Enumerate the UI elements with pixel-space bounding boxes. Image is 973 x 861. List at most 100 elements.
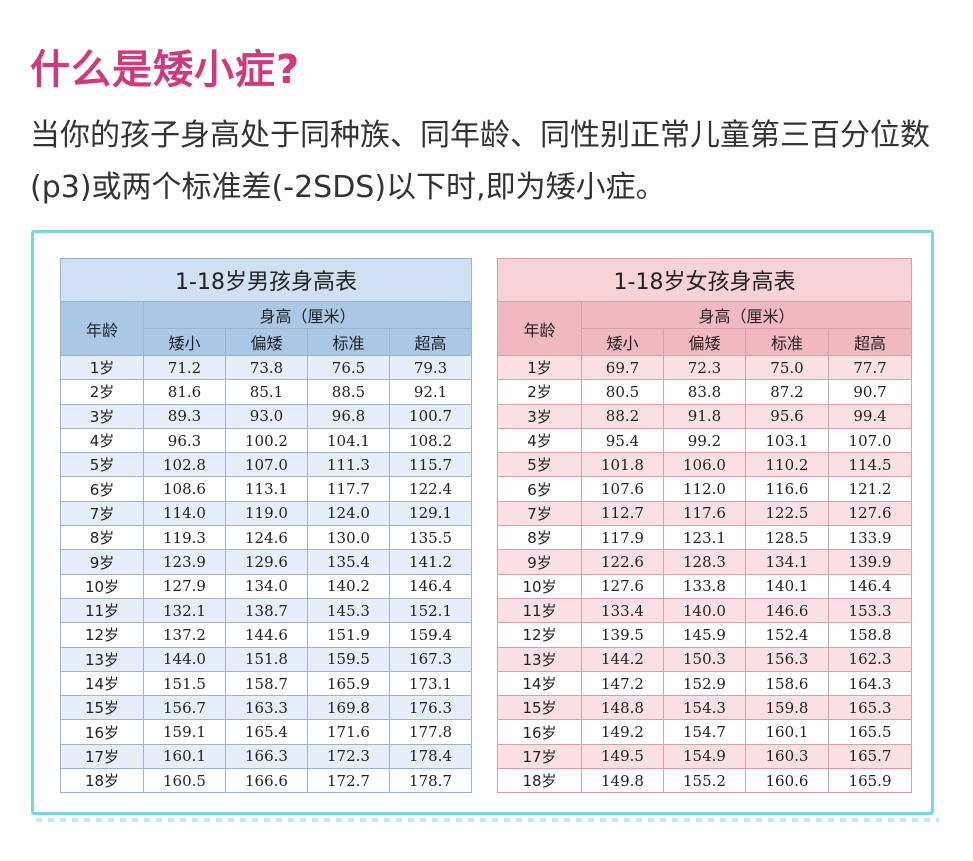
table-row: 4岁 96.3 100.2 104.1 108.2 xyxy=(60,427,473,454)
height-cell: 101.8 xyxy=(581,452,664,478)
height-cell: 99.2 xyxy=(663,427,746,454)
table-row: 12岁 137.2 144.6 151.9 159.4 xyxy=(60,622,473,648)
table-row: 18岁 160.5 166.6 172.7 178.7 xyxy=(60,768,473,794)
table-row: 18岁 149.8 155.2 160.6 165.9 xyxy=(497,768,913,794)
age-cell: 11岁 xyxy=(60,597,144,624)
height-cell: 167.3 xyxy=(388,646,473,672)
height-cell: 166.3 xyxy=(225,743,308,770)
height-cell: 127.6 xyxy=(581,573,664,599)
girls-height-table: 1-18岁女孩身高表 年龄 身高（厘米） 矮小 偏矮 标准 超高 1岁 69.7 7… xyxy=(496,258,913,794)
height-cell: 145.3 xyxy=(307,597,390,624)
height-cell: 177.8 xyxy=(388,719,473,745)
age-cell: 3岁 xyxy=(60,403,144,429)
height-cell: 108.6 xyxy=(143,476,226,502)
table-row: 8岁 119.3 124.6 130.0 135.5 xyxy=(60,525,473,551)
height-cell: 73.8 xyxy=(225,354,308,381)
height-cell: 149.2 xyxy=(581,719,664,745)
height-cell: 146.6 xyxy=(745,597,829,624)
height-cell: 165.5 xyxy=(827,719,913,745)
height-cell: 159.5 xyxy=(307,646,390,672)
table-row: 13岁 144.0 151.8 159.5 167.3 xyxy=(60,646,473,672)
age-cell: 16岁 xyxy=(60,719,144,745)
age-cell: 1岁 xyxy=(497,354,582,381)
age-cell: 4岁 xyxy=(60,427,144,454)
table-row: 9岁 122.6 128.3 134.1 139.9 xyxy=(497,549,913,575)
height-cell: 80.5 xyxy=(581,379,664,405)
height-cell: 128.5 xyxy=(745,525,829,551)
height-cell: 121.2 xyxy=(827,476,913,502)
height-cell: 158.8 xyxy=(827,622,913,648)
height-cell: 160.1 xyxy=(143,743,226,770)
table-row: 3岁 88.2 91.8 95.6 99.4 xyxy=(497,403,913,429)
age-cell: 17岁 xyxy=(60,743,144,770)
height-cell: 159.8 xyxy=(745,695,829,721)
age-cell: 6岁 xyxy=(60,476,144,502)
girls-col-header: 超高 xyxy=(827,328,913,356)
height-cell: 111.3 xyxy=(307,452,390,478)
height-cell: 92.1 xyxy=(388,379,473,405)
height-cell: 117.6 xyxy=(663,500,746,527)
table-row: 9岁 123.9 129.6 135.4 141.2 xyxy=(60,549,473,575)
age-cell: 10岁 xyxy=(60,573,144,599)
table-row: 2岁 80.5 83.8 87.2 90.7 xyxy=(497,379,913,405)
height-cell: 138.7 xyxy=(225,597,308,624)
height-cell: 160.3 xyxy=(745,743,829,770)
height-cell: 72.3 xyxy=(663,354,746,381)
boys-col-header: 偏矮 xyxy=(225,328,308,356)
height-cell: 104.1 xyxy=(307,427,390,454)
height-cell: 159.4 xyxy=(388,622,473,648)
height-cell: 146.4 xyxy=(827,573,913,599)
girls-table-body: 1-18岁女孩身高表 年龄 身高（厘米） 矮小 偏矮 标准 超高 1岁 69.7 7… xyxy=(496,258,913,794)
height-cell: 147.2 xyxy=(581,670,664,697)
age-cell: 7岁 xyxy=(60,500,144,527)
age-cell: 7岁 xyxy=(497,500,582,527)
height-cell: 93.0 xyxy=(225,403,308,429)
table-row: 14岁 151.5 158.7 165.9 173.1 xyxy=(60,670,473,697)
boys-col-header: 矮小 xyxy=(143,328,226,356)
age-cell: 9岁 xyxy=(60,549,144,575)
girls-col-header: 偏矮 xyxy=(663,328,746,356)
height-cell: 117.9 xyxy=(581,525,664,551)
height-cell: 91.8 xyxy=(663,403,746,429)
height-cell: 85.1 xyxy=(225,379,308,405)
height-cell: 115.7 xyxy=(388,452,473,478)
table-row: 1岁 69.7 72.3 75.0 77.7 xyxy=(497,354,913,381)
height-cell: 165.9 xyxy=(827,768,913,794)
height-cell: 152.9 xyxy=(663,670,746,697)
height-cell: 169.8 xyxy=(307,695,390,721)
table-row: 17岁 160.1 166.3 172.3 178.4 xyxy=(60,743,473,770)
height-cell: 129.1 xyxy=(388,500,473,527)
age-cell: 12岁 xyxy=(60,622,144,648)
height-cell: 140.2 xyxy=(307,573,390,599)
height-cell: 133.9 xyxy=(827,525,913,551)
boys-col-header: 超高 xyxy=(388,328,473,356)
height-cell: 165.9 xyxy=(307,670,390,697)
table-row: 6岁 108.6 113.1 117.7 122.4 xyxy=(60,476,473,502)
height-cell: 151.9 xyxy=(307,622,390,648)
age-cell: 11岁 xyxy=(497,597,582,624)
height-cell: 148.8 xyxy=(581,695,664,721)
height-cell: 144.2 xyxy=(581,646,664,672)
height-cell: 156.3 xyxy=(745,646,829,672)
height-cell: 134.0 xyxy=(225,573,308,599)
height-cell: 75.0 xyxy=(745,354,829,381)
height-cell: 156.7 xyxy=(143,695,226,721)
height-cell: 76.5 xyxy=(307,354,390,381)
height-cell: 112.0 xyxy=(663,476,746,502)
table-row: 1岁 71.2 73.8 76.5 79.3 xyxy=(60,354,473,381)
table-row: 11岁 133.4 140.0 146.6 153.3 xyxy=(497,597,913,624)
age-cell: 15岁 xyxy=(60,695,144,721)
table-row: 17岁 149.5 154.9 160.3 165.7 xyxy=(497,743,913,770)
age-cell: 8岁 xyxy=(497,525,582,551)
height-cell: 124.6 xyxy=(225,525,308,551)
height-cell: 128.3 xyxy=(663,549,746,575)
boys-table-body: 1-18岁男孩身高表 年龄 身高（厘米） 矮小 偏矮 标准 超高 1岁 71.2 7… xyxy=(59,258,473,794)
height-cell: 154.3 xyxy=(663,695,746,721)
height-cell: 144.6 xyxy=(225,622,308,648)
height-cell: 155.2 xyxy=(663,768,746,794)
age-cell: 2岁 xyxy=(497,379,582,405)
height-cell: 123.9 xyxy=(143,549,226,575)
age-cell: 8岁 xyxy=(60,525,144,551)
age-cell: 9岁 xyxy=(497,549,582,575)
height-cell: 95.6 xyxy=(745,403,829,429)
